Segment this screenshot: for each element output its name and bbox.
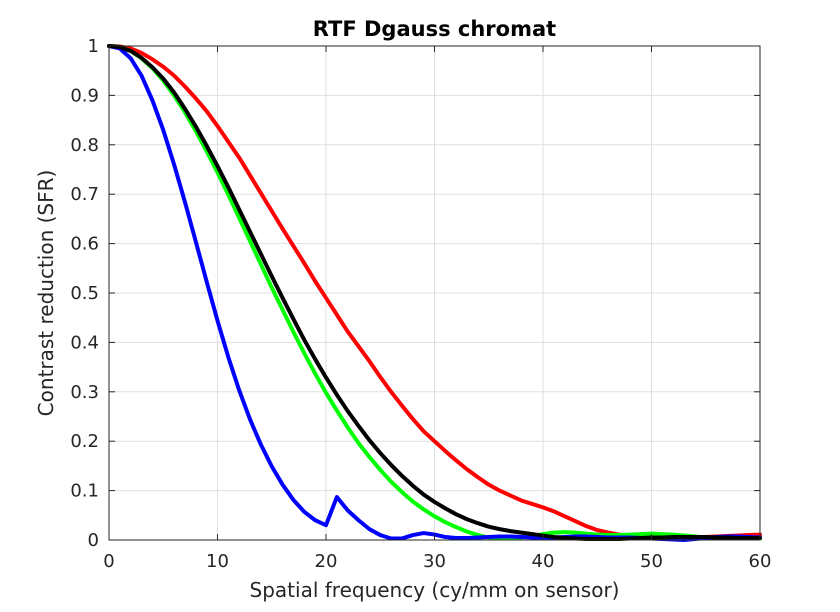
x-tick-label: 20: [315, 551, 338, 572]
x-tick-label: 60: [749, 551, 772, 572]
y-tick-label: 0.5: [70, 283, 99, 304]
y-axis-label: Contrast reduction (SFR): [34, 170, 58, 417]
y-tick-label: 0.2: [70, 431, 99, 452]
x-tick-label: 40: [532, 551, 555, 572]
x-axis-label: Spatial frequency (cy/mm on sensor): [250, 578, 620, 602]
y-tick-label: 0.1: [70, 481, 99, 502]
y-tick-label: 1: [88, 36, 99, 57]
x-tick-label: 30: [423, 551, 446, 572]
y-tick-label: 0: [88, 530, 99, 551]
y-tick-label: 0.8: [70, 135, 99, 156]
y-tick-label: 0.6: [70, 234, 99, 255]
y-tick-label: 0.4: [70, 332, 99, 353]
x-tick-label: 0: [103, 551, 114, 572]
y-tick-label: 0.3: [70, 382, 99, 403]
y-tick-label: 0.9: [70, 85, 99, 106]
x-tick-label: 50: [640, 551, 663, 572]
x-tick-label: 10: [206, 551, 229, 572]
y-tick-label: 0.7: [70, 184, 99, 205]
axis-ticks: 0 10 20 30 40 50 60 0 0.1 0.2 0.3 0.4 0.5 0.6 0.7 0.8 0.…: [70, 36, 771, 572]
chart-title: RTF Dgauss chromat: [313, 17, 556, 41]
series-line-2: [107, 44, 762, 541]
